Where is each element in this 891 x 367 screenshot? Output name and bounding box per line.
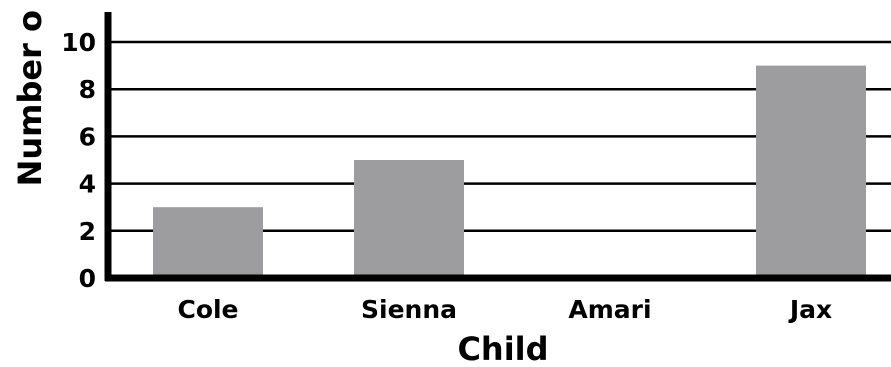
x-tick-label: Sienna (361, 295, 457, 324)
x-tick-label: Amari (568, 295, 651, 324)
y-tick-labels: 0 2 4 6 8 10 (61, 28, 96, 293)
axes (104, 12, 891, 282)
y-axis-title: Number o (11, 10, 49, 186)
bar-cole (153, 207, 263, 278)
bar-sienna (354, 160, 464, 278)
y-tick-label: 6 (79, 122, 96, 151)
y-tick-label: 0 (79, 264, 96, 293)
y-tick-label: 10 (61, 28, 96, 57)
y-tick-label: 2 (79, 217, 96, 246)
x-axis-title: Child (457, 330, 548, 367)
x-tick-label: Cole (177, 295, 238, 324)
x-tick-labels: Cole Sienna Amari Jax (177, 295, 832, 324)
y-tick-label: 4 (79, 170, 96, 199)
x-tick-label: Jax (788, 295, 832, 324)
bar-jax (756, 65, 866, 278)
y-tick-label: 8 (79, 75, 96, 104)
bars (153, 65, 866, 278)
